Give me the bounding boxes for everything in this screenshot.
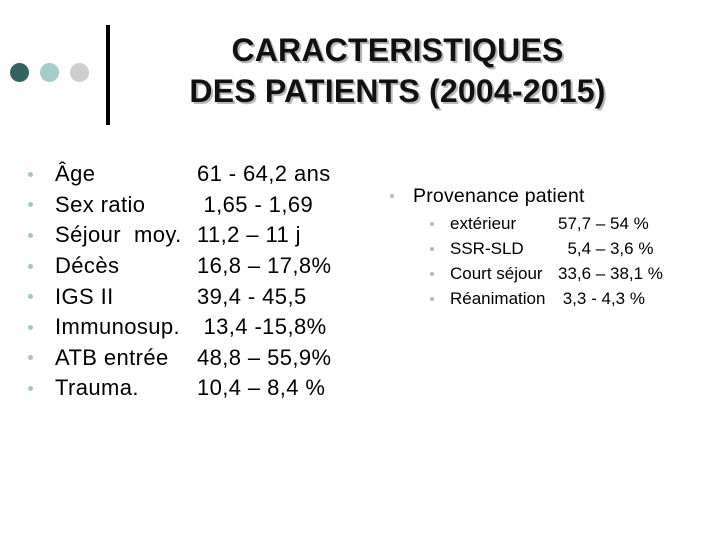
bullet-icon	[430, 271, 434, 276]
bullet-icon	[430, 246, 434, 251]
list-item: Immunosup. 13,4 -15,8%	[25, 312, 385, 343]
bullet-icon	[28, 202, 33, 208]
item-label: Court séjour	[450, 263, 543, 283]
list-item: Âge 61 - 64,2 ans	[25, 159, 385, 190]
list-item: Trauma. 10,4 – 8,4 %	[25, 373, 385, 404]
item-value: 39,4 - 45,5	[197, 283, 307, 309]
item-label: Réanimation	[450, 288, 546, 308]
bullet-icon	[28, 324, 33, 330]
bullet-icon	[28, 385, 33, 391]
list-item: Décès 16,8 – 17,8%	[25, 251, 385, 282]
item-value: 10,4 – 8,4 %	[197, 375, 326, 401]
list-item: Sex ratio 1,65 - 1,69	[25, 190, 385, 221]
item-value: 11,2 – 11 j	[197, 222, 301, 248]
item-value: 61 - 64,2 ans	[197, 161, 331, 187]
list-item: extérieur 57,7 – 54 %	[388, 211, 708, 236]
deco-vertical-line	[106, 25, 110, 125]
bullet-icon	[28, 263, 33, 269]
item-label: SSR-SLD	[450, 238, 524, 258]
deco-circle-light-teal-icon	[40, 63, 59, 82]
bullet-icon	[430, 221, 434, 226]
deco-circle-gray-icon	[70, 63, 89, 82]
item-value: 1,65 - 1,69	[197, 191, 314, 217]
item-label: Âge	[55, 161, 96, 187]
slide-title-line2: DES PATIENTS (2004-2015)	[189, 73, 606, 109]
bullet-icon	[430, 296, 434, 301]
provenance-list: extérieur 57,7 – 54 % SSR-SLD 5,4 – 3,6 …	[388, 211, 708, 311]
list-item: SSR-SLD 5,4 – 3,6 %	[388, 236, 708, 261]
item-value: 5,4 – 3,6 %	[558, 238, 654, 258]
item-value: 16,8 – 17,8%	[197, 253, 332, 279]
list-item: IGS II 39,4 - 45,5	[25, 281, 385, 312]
item-label: Immunosup.	[55, 314, 181, 340]
item-label: ATB entrée	[55, 344, 169, 370]
item-value: 57,7 – 54 %	[558, 213, 649, 233]
item-label: extérieur	[450, 213, 517, 233]
list-item: Court séjour 33,6 – 38,1 %	[388, 261, 708, 286]
item-value: 33,6 – 38,1 %	[558, 263, 663, 283]
bullet-icon	[28, 171, 33, 177]
list-item: ATB entrée 48,8 – 55,9%	[25, 343, 385, 374]
bullet-icon	[28, 355, 33, 361]
provenance-heading-label: Provenance patient	[413, 184, 585, 207]
item-label: Sex ratio	[55, 191, 146, 217]
list-item: Séjour moy. 11,2 – 11 j	[25, 220, 385, 251]
item-label: IGS II	[55, 283, 114, 309]
provenance-heading: Provenance patient	[388, 184, 708, 208]
item-label: Séjour moy.	[55, 222, 182, 248]
list-item: Réanimation 3,3 - 4,3 %	[388, 286, 708, 311]
bullet-icon	[390, 194, 394, 198]
item-value: 13,4 -15,8%	[197, 314, 327, 340]
provenance-panel: Provenance patient extérieur 57,7 – 54 %…	[388, 184, 708, 311]
item-value: 3,3 - 4,3 %	[558, 288, 645, 308]
item-label: Trauma.	[55, 375, 139, 401]
item-value: 48,8 – 55,9%	[197, 344, 332, 370]
deco-circle-dark-teal-icon	[10, 63, 29, 82]
slide-title-line1: CARACTERISTIQUES	[231, 32, 564, 68]
bullet-icon	[28, 232, 33, 238]
item-label: Décès	[55, 253, 120, 279]
slide-title: CARACTERISTIQUES DES PATIENTS (2004-2015…	[75, 30, 720, 112]
bullet-icon	[28, 294, 33, 300]
characteristics-list: Âge 61 - 64,2 ans Sex ratio 1,65 - 1,69 …	[25, 159, 385, 404]
